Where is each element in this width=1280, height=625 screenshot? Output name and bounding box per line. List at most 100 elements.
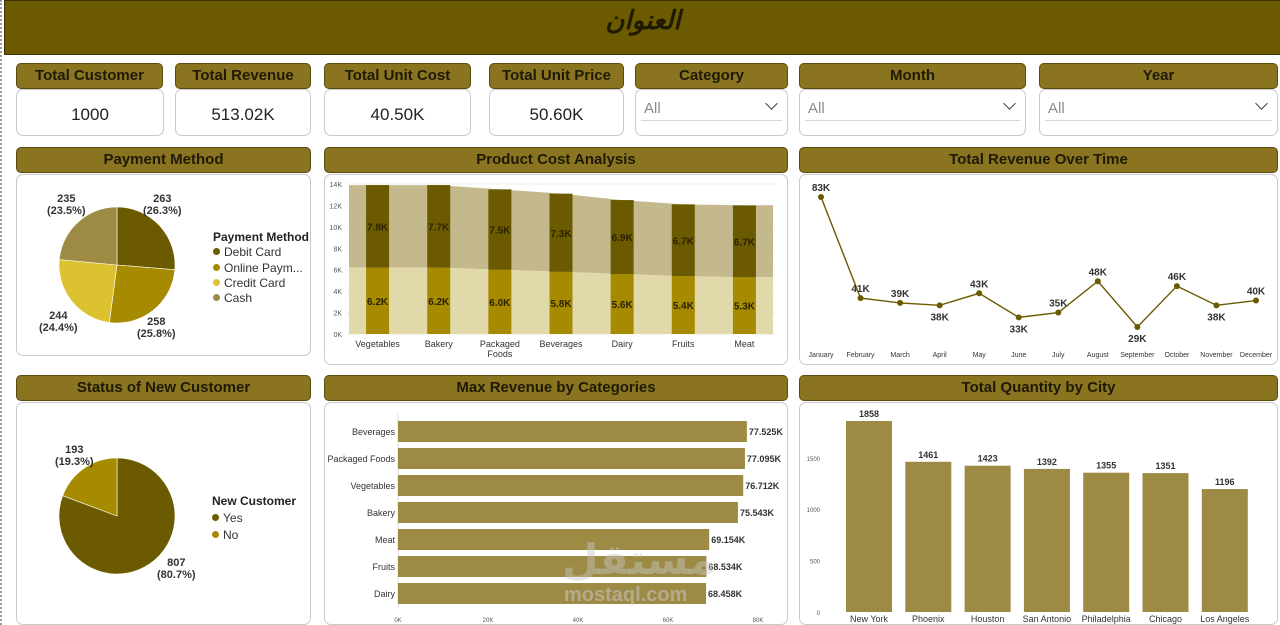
- data-label: 39K: [891, 289, 910, 300]
- bar-bottom-packaged-foods: [488, 269, 512, 334]
- revenue-time-header: Total Revenue Over Time: [799, 147, 1278, 173]
- legend-item-yes[interactable]: Yes: [212, 511, 243, 525]
- pie-label-online-payment: 258 (25.8%): [137, 316, 176, 340]
- x-tick-label: March: [890, 352, 910, 359]
- x-tick-label: June: [1011, 352, 1026, 359]
- kpi-card-total-unit-cost: 40.50K: [324, 89, 471, 136]
- x-tick-label: 60K: [663, 618, 674, 624]
- y-tick-label: Meat: [375, 535, 396, 545]
- data-label: 68.458K: [708, 589, 743, 599]
- data-label: 77.095K: [747, 454, 782, 464]
- y-tick-label: Beverages: [352, 427, 396, 437]
- bar-phoenix: [905, 461, 952, 612]
- chevron-down-icon[interactable]: [1003, 97, 1016, 110]
- legend-item-no[interactable]: No: [212, 528, 238, 542]
- payment-pie[interactable]: [17, 175, 217, 355]
- data-label: 40K: [1247, 287, 1266, 298]
- pie-label-credit-card: 244 (24.4%): [39, 310, 78, 334]
- data-label: 69.154K: [711, 535, 746, 545]
- revenue-time-chart[interactable]: 83K January 41K February 39K March 38K April 43K…: [800, 175, 1277, 364]
- revenue-point-january: [818, 194, 824, 200]
- y-tick-label: 6K: [333, 268, 342, 275]
- kpi-card-total-revenue: 513.02K: [175, 89, 311, 136]
- category-slicer-value: All: [644, 100, 661, 117]
- x-tick-label: Bakery: [425, 339, 454, 349]
- new-customer-card: New Customer Yes No 807 (80.7%) 193 (19.3%…: [16, 402, 311, 625]
- data-label: 46K: [1168, 272, 1187, 283]
- data-label-top: 6.7K: [673, 236, 695, 247]
- x-tick-label: Los Angeles: [1200, 614, 1250, 624]
- bar-bottom-meat: [732, 277, 756, 334]
- year-slicer-underline: [1045, 120, 1272, 121]
- new-customer-pie[interactable]: [17, 403, 217, 623]
- bar-bottom-bakery: [427, 267, 451, 334]
- bar-new-york: [846, 420, 892, 612]
- data-label: 1355: [1096, 461, 1116, 471]
- y-tick-label: Bakery: [367, 508, 396, 518]
- data-label-top: 7.8K: [367, 222, 389, 233]
- slicer-header-month: Month: [799, 63, 1026, 89]
- city-qty-chart[interactable]: 1500 1000 500 0 1858 New York 1461 Phoenix 1423 H…: [800, 403, 1277, 624]
- pie-label-debit-card: 263 (26.3%): [143, 193, 182, 217]
- legend-item-online-payment[interactable]: Online Paym...: [213, 261, 303, 275]
- revenue-point-april: [936, 302, 943, 309]
- data-label: 68.534K: [708, 562, 743, 572]
- data-label: 41K: [851, 284, 870, 295]
- x-tick-label: Houston: [971, 614, 1005, 624]
- data-label: 83K: [812, 183, 831, 194]
- pie-slice-online-payment: [109, 264, 176, 324]
- max-revenue-card: Beverages 77.525K Packaged Foods 77.095K Veg…: [324, 402, 788, 625]
- bar-philadelphia: [1083, 472, 1130, 612]
- x-tick-label: December: [1240, 352, 1273, 359]
- revenue-point-july: [1055, 309, 1062, 316]
- category-slicer-underline: [641, 120, 782, 121]
- x-tick-label: Fruits: [672, 339, 695, 349]
- data-label-top: 7.5K: [489, 226, 511, 237]
- bar-top-packaged-foods: [488, 189, 512, 270]
- bar-vegetables: [398, 475, 744, 496]
- data-label-bottom: 6.2K: [428, 297, 450, 308]
- bar-top-dairy: [610, 200, 634, 274]
- y-tick-label: 2K: [333, 311, 342, 318]
- pie-slice-credit-card: [58, 259, 118, 323]
- max-revenue-chart[interactable]: Beverages 77.525K Packaged Foods 77.095K Veg…: [325, 403, 787, 624]
- data-label-bottom: 5.4K: [673, 301, 695, 312]
- x-tick-label: Beverages: [539, 339, 583, 349]
- revenue-line: [820, 196, 1257, 329]
- kpi-value-total-revenue: 513.02K: [211, 105, 275, 124]
- data-label-bottom: 5.6K: [612, 300, 634, 311]
- bar-chicago: [1142, 473, 1189, 612]
- revenue-point-september: [1134, 324, 1141, 330]
- kpi-header-total-revenue: Total Revenue: [175, 63, 311, 89]
- data-label: 48K: [1089, 267, 1108, 278]
- category-slicer[interactable]: All: [635, 89, 788, 136]
- x-tick-label: 20K: [483, 618, 494, 624]
- data-label: 75.543K: [740, 508, 775, 518]
- product-cost-chart[interactable]: 14K 12K 10K 8K 6K 4K 2K 0K 7.8K 6.2K Vegetables 7.7…: [325, 175, 787, 364]
- x-tick-label: Phoenix: [912, 614, 945, 624]
- month-slicer[interactable]: All: [799, 89, 1026, 136]
- data-label-bottom: 5.8K: [550, 299, 572, 310]
- bar-top-vegetables: [366, 185, 390, 268]
- data-label: 1461: [918, 450, 938, 460]
- x-tick-label: April: [933, 352, 947, 359]
- revenue-point-may: [976, 290, 983, 297]
- pie-slice-cash: [58, 206, 118, 266]
- legend-item-credit-card[interactable]: Credit Card: [213, 276, 285, 290]
- revenue-point-october: [1173, 283, 1180, 290]
- chevron-down-icon[interactable]: [765, 97, 778, 110]
- data-label: 76.712K: [745, 481, 780, 491]
- data-label-bottom: 6.0K: [489, 298, 511, 309]
- chevron-down-icon[interactable]: [1255, 97, 1268, 110]
- legend-item-cash[interactable]: Cash: [213, 291, 252, 305]
- data-label: 1351: [1155, 461, 1175, 471]
- year-slicer-value: All: [1048, 100, 1065, 117]
- bar-houston: [964, 465, 1011, 612]
- y-tick-label: 10K: [330, 225, 343, 232]
- y-tick-label: Fruits: [373, 562, 396, 572]
- bar-top-fruits: [671, 204, 695, 277]
- legend-item-debit-card[interactable]: Debit Card: [213, 245, 281, 259]
- bar-bottom-fruits: [671, 276, 695, 334]
- data-label: 38K: [930, 312, 949, 323]
- year-slicer[interactable]: All: [1039, 89, 1278, 136]
